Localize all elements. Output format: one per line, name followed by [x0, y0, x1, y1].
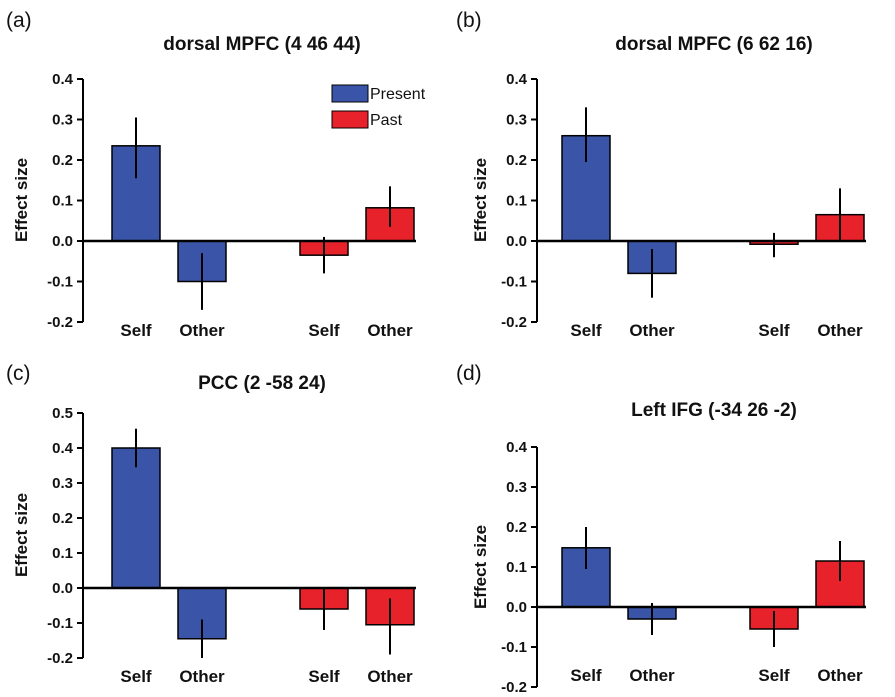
panel-title: PCC (2 -58 24) [198, 373, 326, 394]
y-tick-label: 0.3 [506, 479, 527, 496]
y-tick-label: 0.1 [52, 193, 73, 210]
y-axis-label: Effect size [12, 493, 31, 577]
y-tick-label: -0.2 [501, 679, 527, 696]
x-category-label: Self [308, 321, 340, 340]
y-tick-label: 0.1 [506, 559, 527, 576]
x-category-label: Self [758, 321, 790, 340]
panel-c: (c) PCC (2 -58 24) Effect size 0.5 0.4 0.3… [6, 362, 416, 686]
y-tick-label: 0.3 [506, 112, 527, 129]
x-category-label: Self [570, 666, 602, 685]
panel-title: dorsal MPFC (6 62 16) [615, 34, 812, 55]
y-tick-label: 0.4 [506, 439, 528, 456]
panel-d: (d) Left IFG (-34 26 -2) Effect size 0.4… [456, 362, 866, 696]
panel-letter: (a) [6, 9, 32, 32]
x-category-label: Self [120, 321, 152, 340]
y-axis-label: Effect size [471, 525, 490, 609]
x-category-label: Other [367, 321, 413, 340]
y-tick-label: 0.5 [52, 405, 73, 422]
x-category-label: Other [817, 666, 863, 685]
y-tick-label: -0.1 [501, 639, 527, 656]
panel-letter: (c) [6, 362, 31, 385]
y-tick-label: 0.4 [52, 440, 74, 457]
panel-letter: (b) [456, 9, 482, 32]
y-tick-label: 0.2 [506, 152, 527, 169]
y-tick-label: 0.0 [52, 233, 73, 250]
panel-b: (b) dorsal MPFC (6 62 16) Effect size 0.… [456, 9, 866, 340]
legend-label-present: Present [370, 86, 426, 103]
y-tick-label: -0.1 [47, 274, 73, 291]
y-axis-label: Effect size [12, 158, 31, 242]
y-tick-label: 0.2 [52, 152, 73, 169]
legend-swatch-past [331, 110, 369, 129]
y-tick-label: 0.2 [506, 519, 527, 536]
x-category-label: Other [629, 321, 675, 340]
y-tick-label: -0.1 [501, 274, 527, 291]
x-category-label: Self [758, 666, 790, 685]
panel-title: Left IFG (-34 26 -2) [631, 400, 797, 421]
y-tick-label: 0.2 [52, 510, 73, 527]
y-tick-label: -0.2 [501, 314, 527, 331]
panel-a: (a) dorsal MPFC (4 46 44) Effect size Pr… [6, 9, 426, 340]
x-category-label: Self [120, 667, 152, 686]
panel-letter: (d) [456, 362, 482, 385]
y-tick-label: 0.3 [52, 475, 73, 492]
x-category-label: Other [817, 321, 863, 340]
x-category-label: Other [179, 321, 225, 340]
x-category-label: Self [570, 321, 602, 340]
x-category-label: Other [179, 667, 225, 686]
bar-present-self [111, 447, 161, 589]
y-tick-label: 0.3 [52, 112, 73, 129]
y-tick-label: -0.2 [47, 650, 73, 667]
y-tick-label: -0.2 [47, 314, 73, 331]
legend-swatch-present [331, 84, 369, 103]
y-tick-label: 0.1 [52, 545, 73, 562]
x-category-label: Self [308, 667, 340, 686]
x-category-label: Other [629, 666, 675, 685]
legend-label-past: Past [370, 112, 403, 129]
y-tick-label: 0.1 [506, 193, 527, 210]
y-tick-label: 0.4 [52, 71, 74, 88]
y-tick-label: -0.1 [47, 615, 73, 632]
legend: Present Past [331, 84, 426, 129]
y-tick-label: 0.0 [506, 233, 527, 250]
y-axis-label: Effect size [471, 158, 490, 242]
y-tick-label: 0.0 [506, 599, 527, 616]
panel-title: dorsal MPFC (4 46 44) [163, 34, 360, 55]
x-category-label: Other [367, 667, 413, 686]
y-tick-label: 0.0 [52, 580, 73, 597]
y-tick-label: 0.4 [506, 71, 528, 88]
